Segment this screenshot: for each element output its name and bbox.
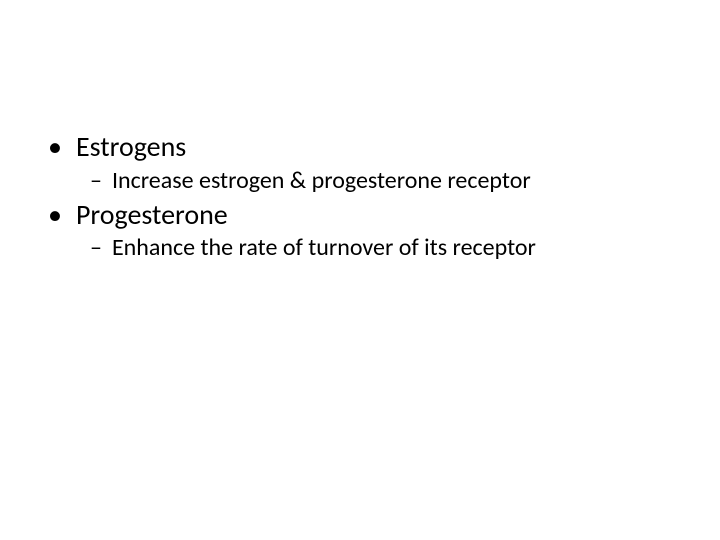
dash-marker: – [90,233,102,263]
bullet-item-level1: • Progesterone [40,198,680,232]
bullet-text: Estrogens [76,130,186,164]
bullet-item-level2: – Increase estrogen & progesterone recep… [40,166,680,196]
bullet-marker: • [48,130,62,164]
bullet-text: Increase estrogen & progesterone recepto… [112,166,531,196]
dash-marker: – [90,166,102,196]
bullet-marker: • [48,198,62,232]
bullet-text: Progesterone [76,198,228,232]
bullet-item-level1: • Estrogens [40,130,680,164]
bullet-text: Enhance the rate of turnover of its rece… [112,233,536,263]
bullet-item-level2: – Enhance the rate of turnover of its re… [40,233,680,263]
